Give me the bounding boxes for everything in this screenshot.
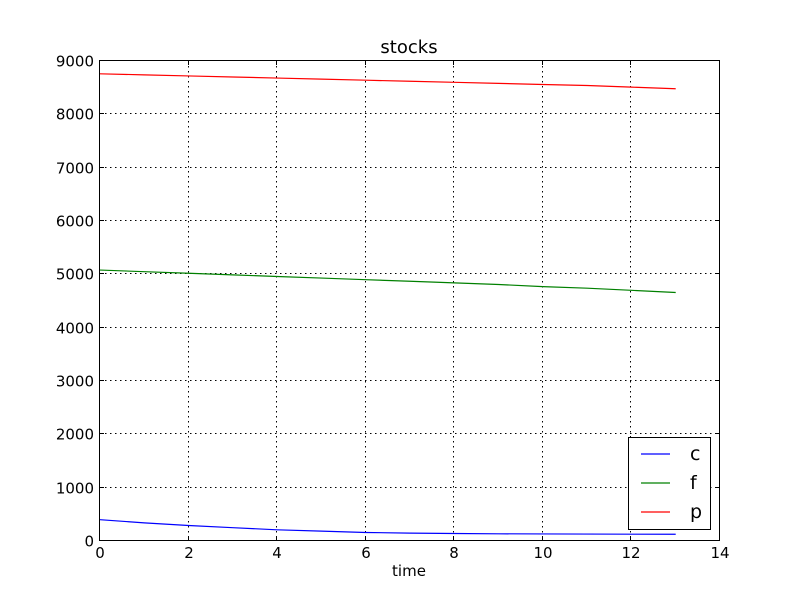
x-tick-label: 8 <box>449 544 459 562</box>
x-axis-label: time <box>392 562 426 580</box>
legend-label-c: c <box>690 443 700 465</box>
x-tick-label: 4 <box>272 544 282 562</box>
series-line-p <box>99 73 676 90</box>
series-line-c <box>99 519 676 535</box>
y-tick-label: 4000 <box>56 320 94 338</box>
tick-layer: 0 2 4 6 8 10 12 14 0 1000 2000 3000 4000 5000 6000 7000… <box>56 53 730 563</box>
x-tick-label: 12 <box>621 544 640 562</box>
y-tick-label: 5000 <box>56 266 94 284</box>
x-tick-label: 10 <box>533 544 552 562</box>
plot-area-frame <box>99 60 720 541</box>
x-tick-label: 6 <box>361 544 371 562</box>
y-tick-label: 2000 <box>56 426 94 444</box>
y-tick-label: 3000 <box>56 373 94 391</box>
legend-label-f: f <box>690 472 698 494</box>
y-tick-label: 7000 <box>56 160 94 178</box>
legend-label-p: p <box>690 501 702 523</box>
series-layer <box>99 73 676 535</box>
x-tick-label: 0 <box>95 544 105 562</box>
y-tick-label: 6000 <box>56 213 94 231</box>
grid-layer <box>100 61 720 541</box>
y-tick-label: 0 <box>84 533 94 551</box>
series-line-f <box>99 269 676 294</box>
y-tick-label: 1000 <box>56 480 94 498</box>
y-tick-label: 9000 <box>56 53 94 71</box>
x-tick-label: 14 <box>710 544 729 562</box>
x-tick-label: 2 <box>184 544 194 562</box>
legend: cfp <box>628 437 711 530</box>
y-tick-label: 8000 <box>56 106 94 124</box>
chart-title: stocks <box>380 37 437 58</box>
